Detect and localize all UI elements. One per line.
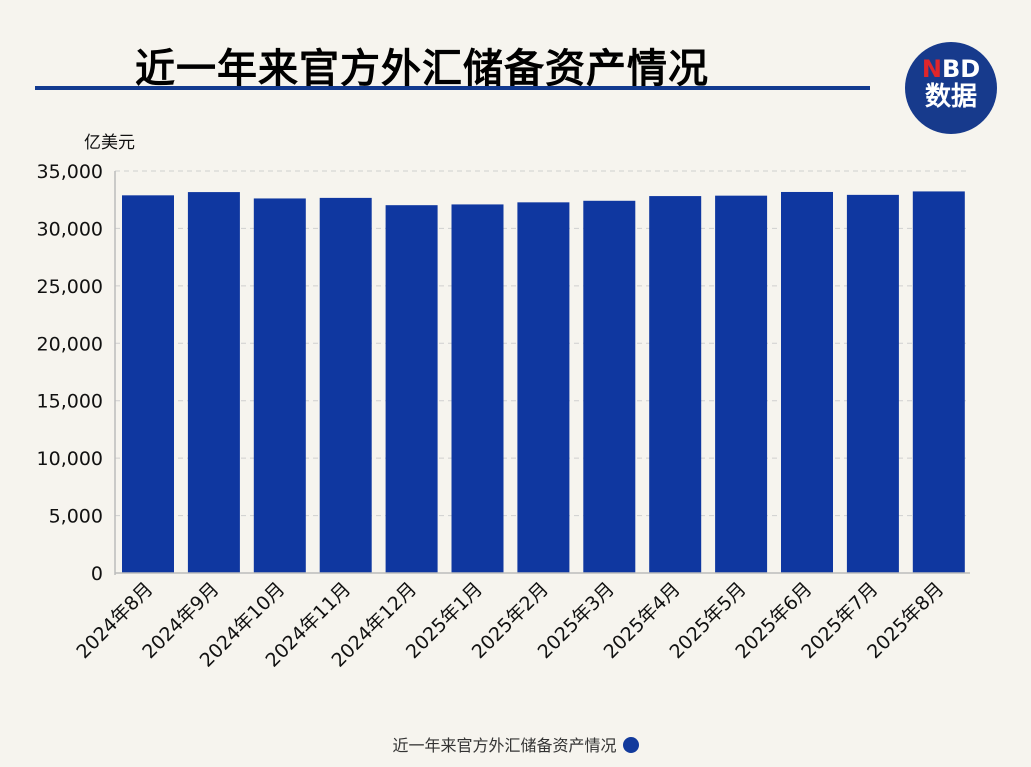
- y-tick-label: 20,000: [37, 333, 103, 355]
- bar: [846, 194, 899, 573]
- chart-title: 近一年来官方外汇储备资产情况: [135, 46, 709, 92]
- y-tick-label: 15,000: [37, 391, 103, 413]
- bar: [912, 191, 965, 573]
- bar: [715, 195, 768, 573]
- bar: [649, 196, 702, 574]
- title-underline: [35, 86, 870, 90]
- caption-dot-icon: [622, 737, 639, 753]
- bar: [253, 198, 306, 573]
- bar: [451, 204, 504, 573]
- bar: [517, 202, 570, 574]
- bar: [781, 191, 833, 574]
- y-tick-label: 5,000: [49, 506, 103, 528]
- y-tick-label: 0: [91, 563, 103, 585]
- caption: 近一年来官方外汇储备资产情况: [0, 732, 1031, 756]
- y-tick-label: 25,000: [37, 276, 103, 298]
- y-axis-unit: 亿美元: [84, 133, 135, 153]
- y-tick-label: 10,000: [37, 448, 103, 470]
- nbd-logo: NBD 数据: [905, 42, 997, 134]
- bar: [187, 192, 240, 573]
- y-tick-label: 30,000: [37, 218, 103, 240]
- y-tick-label: 35,000: [37, 161, 103, 183]
- bar: [583, 200, 636, 573]
- bar: [319, 197, 372, 573]
- bar: [385, 205, 438, 573]
- bar: [122, 195, 174, 574]
